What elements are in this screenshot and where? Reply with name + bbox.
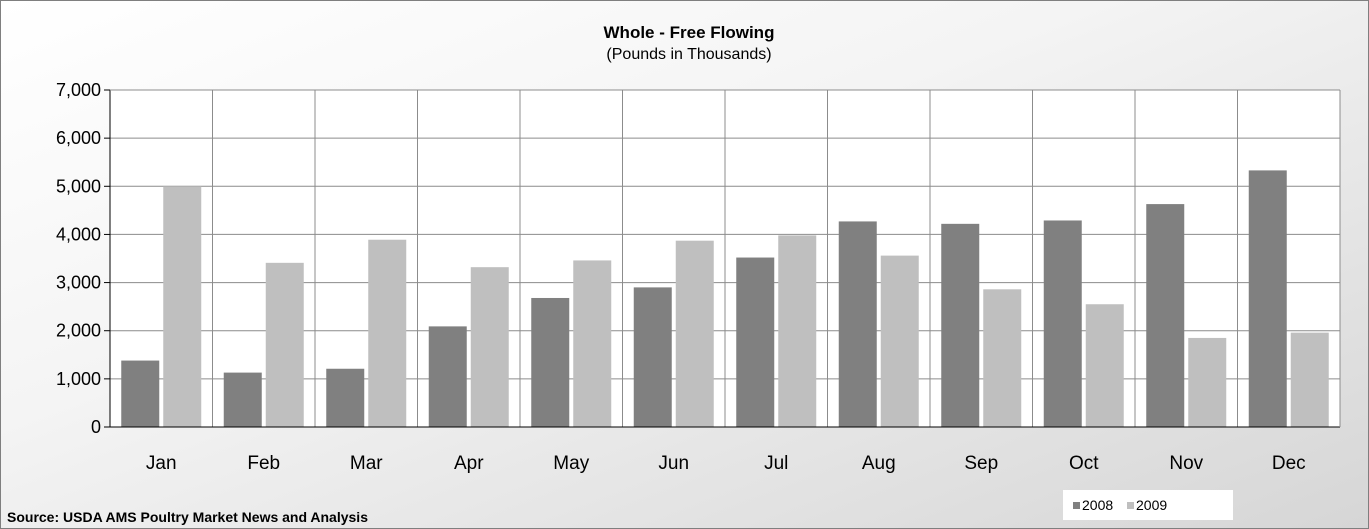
bar-2008-jan [121, 360, 160, 427]
x-tick-label: Dec [1272, 453, 1306, 474]
plot-area: 0 1,000 2,000 3,000 4,000 5,000 6,000 7,000 Jan F… [56, 80, 1341, 474]
y-tick-label: 4,000 [56, 224, 101, 244]
x-tick-label: Jan [146, 453, 177, 474]
x-tick-label: Aug [862, 453, 896, 474]
bar-2008-feb [223, 372, 262, 427]
bar-2008-dec [1248, 170, 1287, 428]
x-tick-label: Apr [454, 453, 484, 474]
y-tick-label: 7,000 [56, 80, 101, 100]
bar-2008-oct [1043, 220, 1082, 427]
legend-swatch-2009 [1127, 502, 1134, 509]
x-tick-label: Nov [1169, 453, 1203, 474]
bar-2009-mar [368, 239, 407, 427]
source-note: Source: USDA AMS Poultry Market News and… [7, 509, 368, 525]
bar-2008-mar [326, 368, 365, 427]
bar-2009-feb [265, 262, 304, 427]
bar-2009-may [573, 260, 612, 427]
bar-2008-jun [633, 287, 672, 427]
y-tick-label: 6,000 [56, 128, 101, 148]
bar-2009-aug [880, 255, 919, 427]
y-tick-label: 5,000 [56, 176, 101, 196]
y-tick-label: 0 [91, 417, 101, 437]
y-tick-label: 2,000 [56, 321, 101, 341]
x-tick-label: Sep [964, 453, 998, 474]
legend-label-2008: 2008 [1082, 497, 1113, 513]
bar-2009-apr [470, 267, 509, 427]
bar-2009-nov [1188, 337, 1227, 427]
bar-2009-jan [163, 186, 202, 427]
bar-2009-jun [675, 240, 714, 427]
bar-2008-aug [838, 221, 877, 427]
x-tick-label: Jul [764, 453, 788, 474]
x-tick-label: May [553, 453, 589, 474]
x-tick-label: Oct [1069, 453, 1099, 474]
bar-2008-nov [1146, 204, 1185, 427]
legend-label-2009: 2009 [1136, 497, 1167, 513]
x-tick-label: Jun [658, 453, 689, 474]
x-tick-label: Feb [247, 453, 280, 474]
x-tick-label: Mar [350, 453, 383, 474]
bar-2008-may [531, 297, 570, 427]
legend: 2008 2009 [1063, 490, 1233, 520]
bar-2009-oct [1085, 304, 1124, 427]
legend-swatch-2008 [1073, 502, 1080, 509]
bar-2008-sep [941, 223, 980, 427]
chart-subtitle: (Pounds in Thousands) [606, 46, 771, 63]
y-tick-label: 3,000 [56, 273, 101, 293]
chart-title: Whole - Free Flowing [604, 23, 775, 42]
y-tick-label: 1,000 [56, 369, 101, 389]
bar-2008-apr [428, 326, 467, 427]
legend-box [1063, 490, 1233, 520]
bar-2009-dec [1290, 332, 1329, 427]
bar-2009-jul [778, 235, 817, 427]
bar-2008-jul [736, 257, 775, 427]
bar-2009-sep [983, 289, 1022, 427]
